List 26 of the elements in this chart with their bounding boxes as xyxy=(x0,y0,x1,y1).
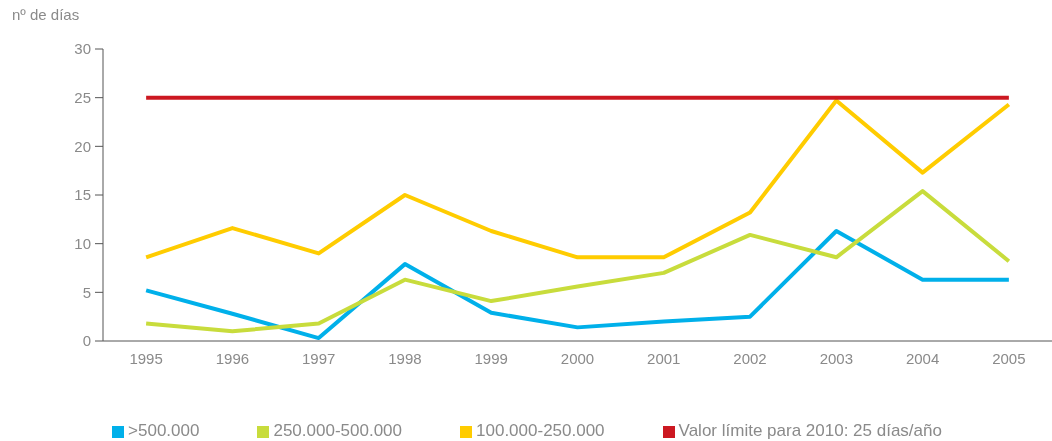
x-tick-label: 2005 xyxy=(992,349,1026,367)
x-tick-label: 2003 xyxy=(819,349,854,367)
x-tick-label: 1998 xyxy=(388,349,422,367)
x-tick-label: 2002 xyxy=(733,349,767,367)
legend-label: 250.000-500.000 xyxy=(273,421,403,440)
legend-label: >500.000 xyxy=(128,421,200,440)
x-tick-label: 1999 xyxy=(474,349,508,367)
y-tick-label: 10 xyxy=(74,234,91,252)
y-tick-label: 20 xyxy=(74,137,91,155)
y-tick-label: 5 xyxy=(82,283,91,301)
line-series xyxy=(144,229,1011,341)
x-tick-label: 1996 xyxy=(215,349,250,367)
line-series xyxy=(144,189,1011,334)
y-tick-label: 30 xyxy=(74,40,91,58)
y-tick-label: 25 xyxy=(74,88,91,106)
x-tick-label: 1995 xyxy=(129,349,163,367)
y-axis-title: nº de días xyxy=(12,6,80,23)
line-series xyxy=(144,98,1011,260)
y-tick-label: 0 xyxy=(82,332,91,350)
x-tick-label: 2004 xyxy=(905,349,940,367)
x-tick-label: 1997 xyxy=(301,349,336,367)
x-tick-label: 2001 xyxy=(647,349,681,367)
legend-label: Valor límite para 2010: 25 días/año xyxy=(678,421,942,440)
y-tick-label: 15 xyxy=(74,186,91,204)
x-tick-label: 2000 xyxy=(560,349,595,367)
legend-label: 100.000-250.000 xyxy=(476,421,605,440)
